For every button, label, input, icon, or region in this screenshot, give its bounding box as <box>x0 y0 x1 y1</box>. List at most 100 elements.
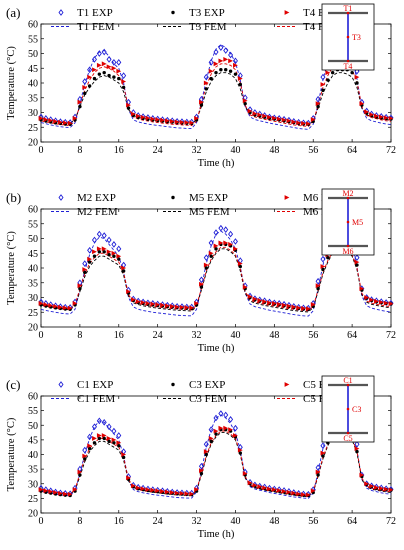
data-point <box>107 73 111 78</box>
data-point <box>53 490 58 495</box>
legend-label: C3 EXP <box>189 379 225 391</box>
data-point <box>321 88 325 93</box>
data-point <box>199 285 204 289</box>
data-point <box>252 482 258 488</box>
data-point <box>204 87 208 91</box>
data-point <box>116 432 122 439</box>
data-point <box>184 305 190 310</box>
data-point <box>354 440 360 448</box>
y-axis-label: Temperature (°C) <box>6 46 17 120</box>
y-tick-label: 30 <box>28 108 38 119</box>
data-point <box>53 303 58 309</box>
data-point <box>223 240 229 246</box>
data-point <box>87 433 93 441</box>
y-axis-label: Temperature (°C) <box>6 231 17 305</box>
inset-point-middle <box>346 35 350 39</box>
data-point <box>276 116 282 122</box>
data-point <box>77 99 83 105</box>
data-point <box>164 118 170 124</box>
series-line-c3-fem <box>40 432 392 498</box>
data-point <box>233 62 238 68</box>
data-point <box>92 76 97 81</box>
data-point <box>374 298 379 304</box>
data-point <box>310 117 316 122</box>
legend-label: M2 EXP <box>77 192 116 204</box>
data-point <box>388 116 394 121</box>
data-point <box>83 91 87 96</box>
data-point <box>223 411 229 419</box>
data-point <box>359 101 365 107</box>
data-point <box>359 286 365 292</box>
data-point <box>91 236 97 244</box>
data-point <box>301 306 306 311</box>
data-point <box>378 486 384 491</box>
x-tick-label: 72 <box>386 145 396 156</box>
data-point <box>237 261 243 266</box>
data-point <box>354 74 360 80</box>
data-point <box>112 441 116 445</box>
data-point <box>354 254 360 262</box>
inset-label-middle: C3 <box>352 405 361 414</box>
data-point <box>301 121 306 126</box>
y-tick-label: 45 <box>28 435 38 446</box>
y-axis-label: Temperature (°C) <box>6 417 17 491</box>
legend-label: T1 FEM <box>77 21 115 33</box>
data-point <box>121 269 126 273</box>
data-point <box>150 301 156 307</box>
data-point <box>92 254 97 258</box>
data-point <box>315 464 321 472</box>
data-point <box>271 115 277 121</box>
chart-panel-3: (c) 20 25 30 35 40 45 50 55 60 0 8 16 24 32 40 48 56 64 72 T… <box>6 375 396 540</box>
data-point <box>96 433 102 438</box>
data-point <box>87 66 93 74</box>
x-tick-label: 64 <box>347 145 357 156</box>
data-point <box>87 446 92 451</box>
y-tick-label: 60 <box>28 20 38 31</box>
data-point <box>135 485 141 491</box>
data-point <box>92 436 97 441</box>
data-point <box>174 119 180 125</box>
y-tick-label: 55 <box>28 219 38 230</box>
data-point <box>354 446 360 452</box>
data-point <box>189 120 195 126</box>
data-point <box>135 299 141 305</box>
inset-point-top <box>346 383 350 387</box>
data-point <box>67 120 73 126</box>
data-point <box>96 417 102 425</box>
data-point <box>87 260 92 264</box>
x-tick-label: 40 <box>230 145 240 156</box>
data-point <box>91 56 97 63</box>
data-point <box>130 297 136 302</box>
data-point <box>242 284 248 290</box>
x-tick-label: 0 <box>39 330 44 341</box>
data-point <box>219 68 223 72</box>
x-tick-label: 8 <box>77 330 82 341</box>
data-point <box>106 423 112 431</box>
data-point <box>228 51 234 59</box>
data-point <box>320 73 326 81</box>
y-tick-label: 50 <box>28 421 38 432</box>
chart-panel-1: (a) 20 25 30 35 40 45 50 55 60 0 8 16 24 32 40 48 56 64 72 T… <box>6 3 396 169</box>
data-point <box>117 76 121 81</box>
legend-marker <box>58 194 64 201</box>
data-point <box>160 488 165 494</box>
data-point <box>179 491 185 496</box>
data-point <box>214 247 218 251</box>
inset-point-top <box>346 11 350 15</box>
data-point <box>209 439 213 444</box>
data-point <box>101 61 107 67</box>
data-point <box>374 485 379 490</box>
data-point <box>316 104 320 109</box>
data-point <box>117 444 121 448</box>
data-point <box>78 104 82 109</box>
y-tick-label: 20 <box>28 323 38 334</box>
data-point <box>150 116 156 122</box>
data-point <box>82 453 88 459</box>
data-point <box>199 103 204 107</box>
inset-point-bottom <box>346 431 350 435</box>
data-point <box>62 120 68 126</box>
data-point <box>296 305 302 311</box>
inset-label-top: M2 <box>342 189 353 198</box>
data-point <box>164 303 170 309</box>
